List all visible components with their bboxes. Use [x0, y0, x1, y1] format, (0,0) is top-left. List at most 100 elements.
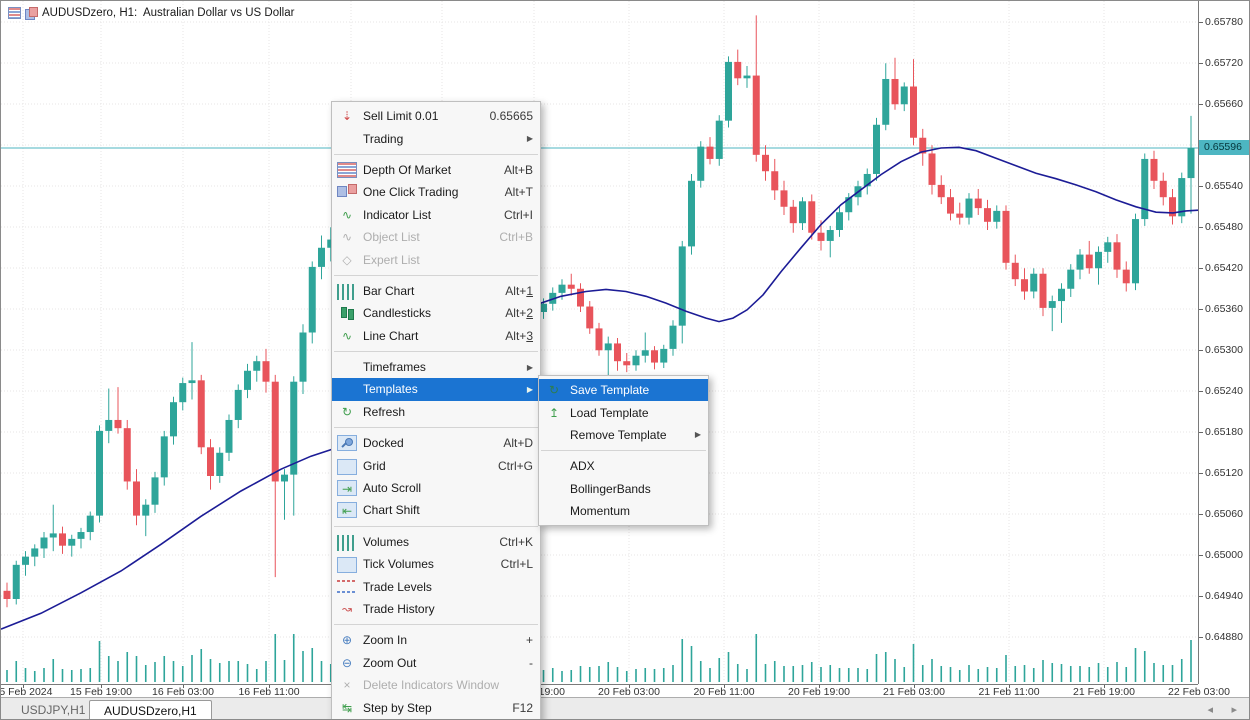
submenu-item-remove-template[interactable]: Remove Template ▶: [539, 424, 708, 446]
menu-item-depth-of-market-label: Depth Of Market: [363, 162, 452, 177]
submenu-item-momentum[interactable]: Momentum: [539, 500, 708, 522]
chart-title-text: AUDUSDzero, H1: Australian Dollar vs US …: [42, 7, 295, 19]
price-axis-tick: [1199, 473, 1203, 474]
submenu-item-save-template-label: Save Template: [570, 383, 650, 398]
menu-item-docked[interactable]: Docked Alt+D: [332, 432, 540, 454]
one-click-trading-icon[interactable]: [25, 7, 38, 20]
price-axis[interactable]: 0.65596 0.65780 0.65720 0.65660 0.65540 0.65…: [1198, 1, 1249, 684]
menu-item-templates[interactable]: Templates ▶: [332, 378, 540, 401]
menu-item-line-chart[interactable]: ∿ Line Chart Alt+3: [332, 325, 540, 347]
menu-item-trading-label: Trading: [363, 131, 404, 146]
tab-scroll-right-icon[interactable]: ▸: [1231, 704, 1237, 716]
menu-item-chart-shift-label: Chart Shift: [363, 503, 420, 518]
price-axis-tick: [1199, 309, 1203, 310]
candlestick-chart-canvas[interactable]: [1, 1, 1198, 684]
no-icon: [544, 458, 564, 474]
menu-item-indicator-list-shortcut: Ctrl+I: [503, 207, 533, 222]
menu-item-bar-chart[interactable]: Bar Chart Alt+1: [332, 280, 540, 302]
price-axis-label: 0.65300: [1205, 344, 1243, 356]
menu-item-tick-volumes-shortcut: Ctrl+L: [500, 557, 533, 572]
zoom-in-icon: ⊕: [341, 633, 353, 648]
menu-item-zoom-out-shortcut: -: [529, 655, 533, 670]
menu-item-trading[interactable]: Trading ▶: [332, 127, 540, 149]
templates-submenu: ↻ Save Template ↥ Load Template Remove Templ…: [538, 375, 709, 527]
no-icon: [544, 427, 564, 443]
time-axis-label: 21 Feb 11:00: [978, 686, 1040, 698]
menu-item-volumes-shortcut: Ctrl+K: [499, 534, 533, 549]
menu-item-refresh[interactable]: ↻ Refresh: [332, 401, 540, 423]
grid-icon: [337, 458, 357, 475]
menu-item-indicator-list[interactable]: ∿ Indicator List Ctrl+I: [332, 204, 540, 226]
submenu-arrow-icon: ▶: [694, 430, 701, 440]
submenu-item-remove-template-label: Remove Template: [570, 427, 667, 442]
docked-pin-icon: [337, 435, 357, 452]
tab-audusdzero-h1[interactable]: AUDUSDzero,H1: [89, 700, 212, 719]
menu-item-one-click-trading[interactable]: One Click Trading Alt+T: [332, 181, 540, 203]
submenu-item-load-template[interactable]: ↥ Load Template: [539, 401, 708, 423]
menu-separator: [334, 525, 538, 527]
menu-item-candlesticks-label: Candlesticks: [363, 306, 432, 321]
submenu-item-bollingerbands[interactable]: BollingerBands: [539, 478, 708, 500]
menu-item-object-list[interactable]: ∿ Object List Ctrl+B: [332, 226, 540, 248]
submenu-arrow-icon: ▶: [526, 134, 533, 144]
menu-item-tick-volumes[interactable]: Tick Volumes Ctrl+L: [332, 553, 540, 575]
menu-item-timeframes[interactable]: Timeframes ▶: [332, 356, 540, 378]
time-axis-tick: [1104, 685, 1105, 688]
no-icon: [337, 359, 357, 375]
time-axis[interactable]: 15 Feb 2024 15 Feb 19:00 16 Feb 03:00 16 Fe…: [1, 684, 1230, 698]
menu-item-volumes[interactable]: Volumes Ctrl+K: [332, 531, 540, 553]
submenu-item-save-template[interactable]: ↻ Save Template: [539, 379, 708, 402]
menu-item-trade-levels[interactable]: Trade Levels: [332, 575, 540, 597]
menu-item-expert-list[interactable]: ◇ Expert List: [332, 248, 540, 270]
time-axis-tick: [724, 685, 725, 688]
menu-item-delete-indicators-window-label: Delete Indicators Window: [363, 678, 500, 693]
menu-item-object-list-shortcut: Ctrl+B: [499, 230, 533, 245]
menu-item-candlesticks-shortcut: Alt+2: [505, 306, 533, 321]
menu-item-grid[interactable]: Grid Ctrl+G: [332, 454, 540, 476]
menu-item-auto-scroll[interactable]: ⇥ Auto Scroll: [332, 477, 540, 499]
menu-item-chart-shift[interactable]: ⇤ Chart Shift: [332, 499, 540, 521]
menu-item-delete-indicators-window[interactable]: × Delete Indicators Window: [332, 674, 540, 696]
submenu-arrow-icon: ▶: [526, 362, 533, 372]
load-template-icon: ↥: [548, 405, 560, 420]
menu-item-step-by-step[interactable]: ↹ Step by Step F12: [332, 696, 540, 718]
auto-scroll-icon: ⇥: [337, 480, 357, 497]
time-axis-label: 22 Feb 03:00: [1168, 686, 1230, 698]
price-axis-tick: [1199, 514, 1203, 515]
depth-of-market-icon[interactable]: [8, 7, 21, 19]
time-axis-label: 20 Feb 11:00: [693, 686, 755, 698]
tab-usdjpy-h1[interactable]: USDJPY,H1: [21, 703, 86, 717]
menu-item-candlesticks[interactable]: Candlesticks Alt+2: [332, 302, 540, 324]
menu-item-trade-history[interactable]: ↝ Trade History: [332, 598, 540, 620]
price-axis-tick: [1199, 350, 1203, 351]
menu-item-line-chart-shortcut: Alt+3: [505, 328, 533, 343]
chart-title: AUDUSDzero, H1: Australian Dollar vs US …: [8, 7, 295, 20]
menu-separator: [334, 274, 538, 276]
no-icon: [337, 381, 357, 397]
price-axis-label: 0.65180: [1205, 426, 1243, 438]
no-icon: [337, 131, 357, 147]
menu-item-zoom-in[interactable]: ⊕ Zoom In +: [332, 629, 540, 651]
menu-separator: [541, 450, 706, 452]
tab-scroll-left-icon[interactable]: ◂: [1207, 704, 1213, 716]
menu-item-timeframes-label: Timeframes: [363, 360, 426, 375]
save-template-icon: ↻: [548, 383, 560, 398]
menu-item-sell-limit-label: Sell Limit 0.01: [363, 109, 439, 124]
time-axis-label: 20 Feb 19:00: [788, 686, 850, 698]
price-axis-label: 0.65540: [1205, 180, 1243, 192]
menu-item-zoom-out[interactable]: ⊖ Zoom Out -: [332, 652, 540, 674]
menu-item-depth-of-market[interactable]: Depth Of Market Alt+B: [332, 159, 540, 181]
time-axis-tick: [23, 685, 24, 688]
line-chart-icon: ∿: [341, 328, 353, 343]
menu-item-one-click-trading-label: One Click Trading: [363, 185, 459, 200]
expert-list-icon: ◇: [342, 252, 352, 267]
delete-icon: ×: [343, 678, 351, 693]
menu-item-sell-limit[interactable]: ⇣ Sell Limit 0.01 0.65665: [332, 105, 540, 127]
price-axis-tick: [1199, 63, 1203, 64]
price-axis-label: 0.65480: [1205, 221, 1243, 233]
menu-item-zoom-in-shortcut: +: [525, 633, 533, 648]
price-axis-tick: [1199, 555, 1203, 556]
menu-item-volumes-label: Volumes: [363, 534, 410, 549]
submenu-item-adx[interactable]: ADX: [539, 455, 708, 477]
submenu-item-load-template-label: Load Template: [570, 405, 649, 420]
